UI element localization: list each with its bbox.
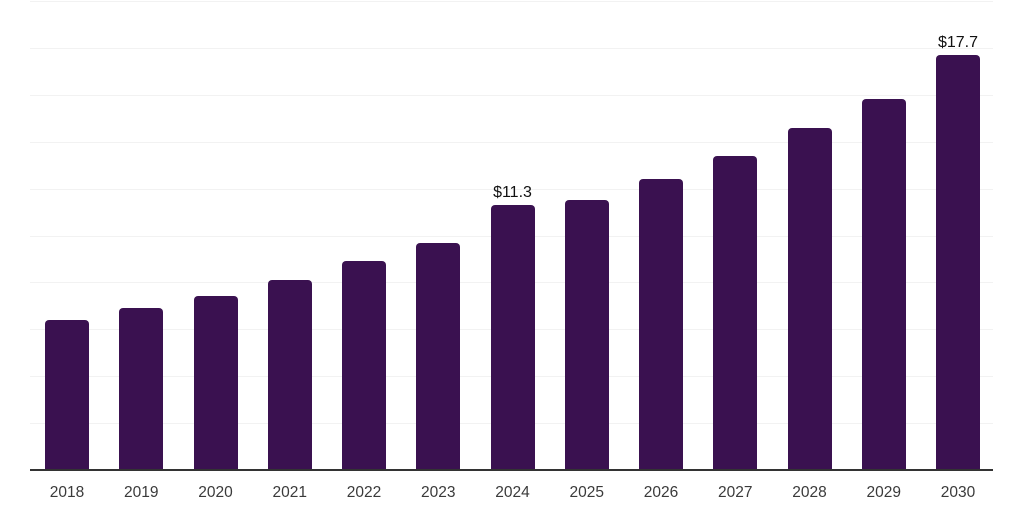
x-tick-label-2030: 2030 <box>940 484 976 501</box>
gridline <box>30 1 993 2</box>
bar-2025 <box>564 200 609 470</box>
value-label-2024: $11.3 <box>493 184 532 201</box>
x-tick-label-2024: 2024 <box>495 484 530 501</box>
x-tick-label-2023: 2023 <box>421 484 456 501</box>
gridline <box>30 141 993 143</box>
gridline <box>30 94 993 96</box>
bar-2018 <box>45 319 89 470</box>
bar-2026 <box>639 179 683 470</box>
bar-2030 <box>936 54 980 470</box>
bar-2023 <box>416 242 461 470</box>
x-tick-label-2026: 2026 <box>643 484 679 501</box>
x-tick-label-2025: 2025 <box>569 484 604 501</box>
bar-2024 <box>490 205 535 470</box>
x-tick-label-2020: 2020 <box>198 484 233 501</box>
bar-2021 <box>267 280 312 470</box>
x-tick-label-2022: 2022 <box>346 484 382 501</box>
value-label-2030: $17.7 <box>937 33 979 51</box>
x-tick-label-2021: 2021 <box>272 484 307 501</box>
bar-2029 <box>861 99 906 470</box>
bar-2019 <box>119 308 164 470</box>
x-tick-label-2028: 2028 <box>792 484 827 501</box>
bar-2020 <box>193 296 238 470</box>
x-tick-label-2018: 2018 <box>49 484 85 501</box>
gridline <box>30 47 993 49</box>
bar-2028 <box>787 127 832 470</box>
x-axis-line <box>30 469 993 471</box>
x-tick-label-2029: 2029 <box>866 484 901 501</box>
x-tick-label-2027: 2027 <box>718 484 753 501</box>
x-tick-label-2019: 2019 <box>124 484 159 501</box>
bar-2022 <box>342 261 386 470</box>
bar-2027 <box>713 155 758 470</box>
